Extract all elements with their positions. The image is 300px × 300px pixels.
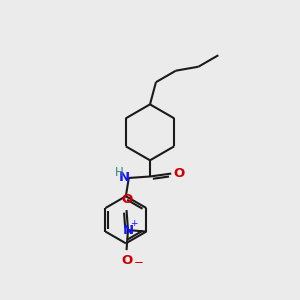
Text: H: H	[115, 166, 124, 179]
Text: −: −	[134, 256, 144, 269]
Text: O: O	[173, 167, 184, 180]
Text: O: O	[121, 254, 132, 267]
Text: O: O	[121, 193, 132, 206]
Text: N: N	[122, 224, 134, 237]
Text: +: +	[130, 219, 138, 228]
Text: N: N	[118, 172, 129, 184]
